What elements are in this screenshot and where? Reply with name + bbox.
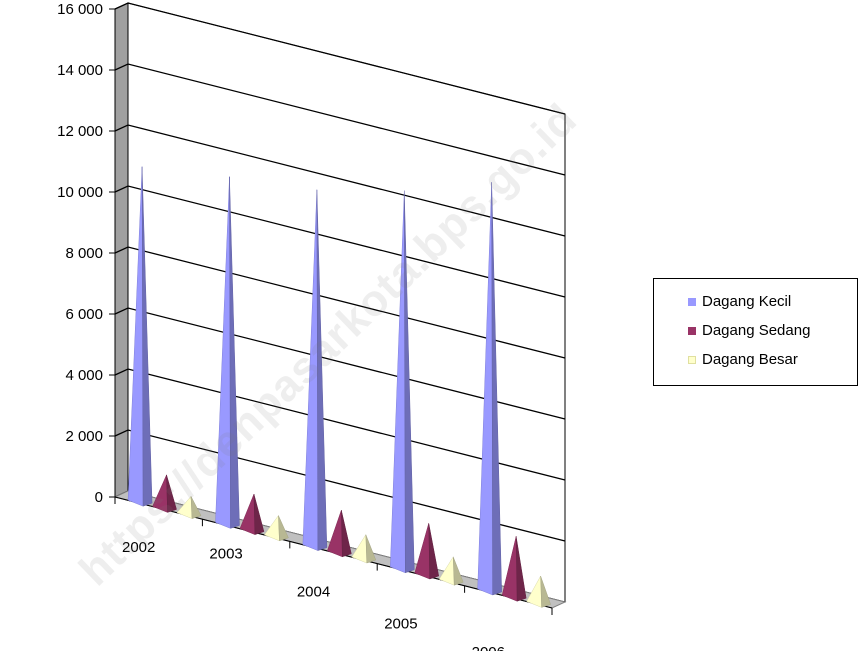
legend-swatch [688, 297, 696, 306]
pyramid-dagang-sedang-2003 [239, 493, 265, 535]
gridline [114, 2, 566, 115]
pyramid-face-side [428, 523, 440, 580]
pyramid-face-side [515, 536, 527, 602]
y-tick-label: 14 000 [57, 62, 103, 79]
gridline [114, 63, 566, 176]
pyramid-dagang-sedang-2005 [414, 523, 440, 580]
pyramid-dagang-besar-2003 [264, 514, 289, 542]
pyramid-dagang-sedang-2002 [152, 474, 177, 513]
pyramid-dagang-besar-2002 [176, 495, 202, 519]
legend-item-dagang-besar: Dagang Besar [654, 345, 857, 374]
pyramid-dagang-kecil-2006 [477, 182, 502, 596]
x-tick-label: 2006 [472, 644, 505, 651]
y-tick-label: 4 000 [65, 367, 103, 384]
pyramid-face-side [365, 534, 377, 564]
legend-label: Dagang Besar [702, 351, 798, 368]
legend: Dagang Kecil Dagang Sedang Dagang Besar [653, 278, 858, 386]
y-tick-label: 10 000 [57, 184, 103, 201]
pyramid-dagang-besar-2006 [526, 575, 551, 608]
legend-swatch [688, 326, 696, 335]
pyramid-dagang-sedang-2006 [501, 536, 527, 602]
pyramid-face-side [491, 182, 502, 596]
legend-item-dagang-sedang: Dagang Sedang [654, 316, 857, 345]
legend-item-dagang-kecil: Dagang Kecil [654, 287, 857, 316]
pyramid-face-side [229, 176, 240, 529]
y-tick-label: 2 000 [65, 428, 103, 445]
gridlines [114, 2, 566, 542]
gridline [114, 124, 566, 237]
pyramid-face-side [452, 556, 464, 586]
legend-swatch [688, 355, 696, 364]
pyramid-face-side [341, 510, 352, 558]
x-tick-label: 2005 [384, 616, 417, 633]
pyramid-dagang-kecil-2002 [127, 166, 153, 507]
pyramid-face-side [278, 515, 289, 542]
y-tick-label: 12 000 [57, 123, 103, 140]
pyramid-face-side [166, 474, 177, 513]
gridline [114, 246, 566, 359]
gridline [114, 307, 566, 420]
y-tick-label: 0 [95, 489, 103, 506]
gridline [114, 368, 566, 481]
data-marks [127, 166, 551, 608]
pyramid-dagang-kecil-2004 [302, 189, 328, 551]
pyramid-face-side [316, 189, 328, 551]
x-tick-labels: 2002 2003 2004 2005 2006 [122, 539, 505, 651]
pyramid-face-side [253, 493, 265, 535]
pyramid-face-side [141, 166, 153, 507]
legend-label: Dagang Sedang [702, 322, 811, 339]
pyramid-dagang-besar-2004 [351, 533, 377, 564]
pyramid-dagang-kecil-2005 [390, 190, 415, 574]
x-tick-label: 2003 [209, 545, 242, 562]
y-tick-label: 16 000 [57, 1, 103, 18]
y-tick-labels: 0 2 000 4 000 6 000 8 000 10 000 12 000 14 000 1… [57, 1, 103, 506]
legend-label: Dagang Kecil [702, 293, 792, 310]
pyramid-face-side [540, 575, 551, 608]
pyramid-dagang-sedang-2004 [327, 510, 352, 558]
pyramid-face-side [190, 496, 202, 519]
y-tick-label: 6 000 [65, 306, 103, 323]
gridline [114, 185, 566, 298]
pyramid-face-side [404, 190, 415, 574]
x-tick-label: 2004 [297, 584, 330, 601]
x-tick-label: 2002 [122, 539, 155, 556]
gridline [114, 429, 566, 542]
y-tick-label: 8 000 [65, 245, 103, 262]
pyramid-dagang-kecil-2003 [215, 176, 240, 529]
pyramid-dagang-besar-2005 [438, 556, 464, 586]
